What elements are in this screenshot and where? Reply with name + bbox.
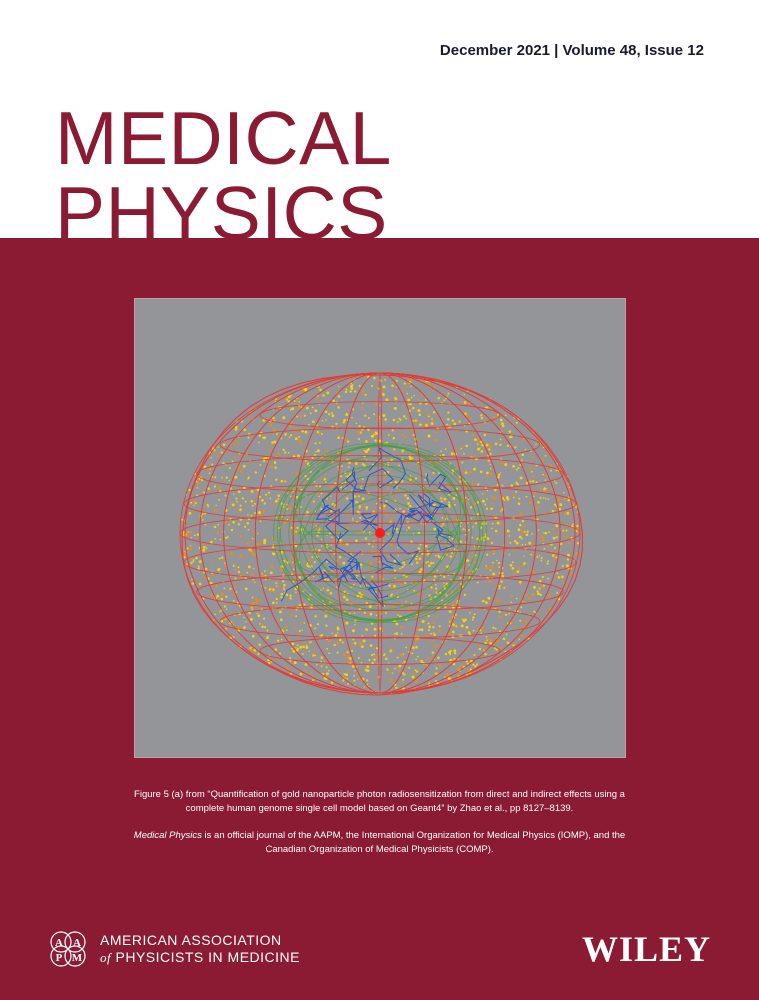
cover-panel: Figure 5 (a) from “Quantification of gol… xyxy=(0,238,759,1000)
aapm-line2: of PHYSICISTS IN MEDICINE xyxy=(100,949,300,966)
svg-text:A: A xyxy=(73,937,81,949)
svg-text:M: M xyxy=(72,952,83,964)
aapm-text: AMERICAN ASSOCIATION of PHYSICISTS IN ME… xyxy=(100,932,300,965)
footer-row: A A P M AMERICAN ASSOCIATION of PHYSICIS… xyxy=(0,928,759,970)
wiley-logo: WILEY xyxy=(582,928,711,970)
svg-text:P: P xyxy=(56,952,63,964)
cell-simulation-diagram xyxy=(170,348,590,708)
aapm-rest: PHYSICISTS IN MEDICINE xyxy=(111,949,300,965)
aapm-line1: AMERICAN ASSOCIATION xyxy=(100,932,300,948)
caption-rest: is an official journal of the AAPM, the … xyxy=(202,830,625,855)
aapm-block: A A P M AMERICAN ASSOCIATION of PHYSICIS… xyxy=(48,929,300,969)
figure-caption: Figure 5 (a) from “Quantification of gol… xyxy=(130,788,630,857)
aapm-logo-icon: A A P M xyxy=(48,929,88,969)
aapm-of: of xyxy=(100,950,111,965)
caption-line-1: Figure 5 (a) from “Quantification of gol… xyxy=(130,788,630,817)
svg-text:A: A xyxy=(55,937,63,949)
issue-info: December 2021 | Volume 48, Issue 12 xyxy=(55,42,704,59)
caption-line-2: Medical Physics is an official journal o… xyxy=(130,829,630,858)
caption-journal-name: Medical Physics xyxy=(134,830,202,841)
journal-title: MEDICAL PHYSICS xyxy=(55,101,704,251)
figure-frame xyxy=(134,298,626,758)
